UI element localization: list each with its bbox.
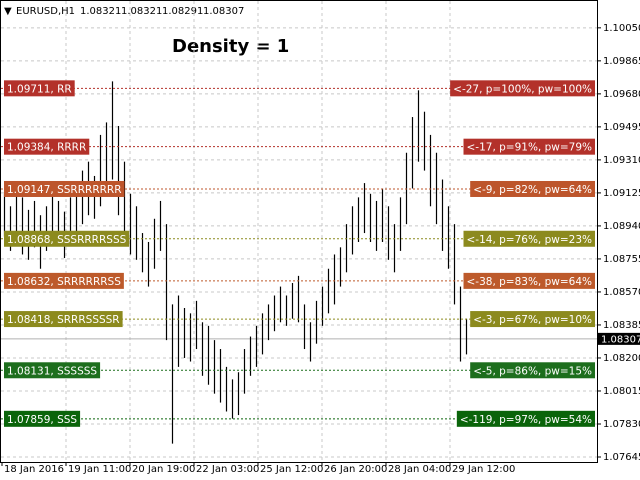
level-left-label: 1.09384, RRRR [7,142,86,154]
level-right-box [456,410,595,427]
y-tick-label: 1.08755 [603,254,640,265]
x-tick-label: 28 Jan 04:00 [388,464,451,475]
plot-border [0,0,598,463]
x-tick-label: 29 Jan 12:00 [452,464,515,475]
level-left-box [4,362,101,379]
level-right-box [470,180,595,197]
level-left-label: 1.08632, SRRRRRRSS [7,276,121,288]
current-price-box [598,332,640,345]
y-tick-label: 1.08200 [603,353,640,364]
y-tick-label: 1.08570 [603,287,640,298]
y-tick-label: 1.08015 [603,386,640,397]
level-right-label: <-38, p=83%, pw=64% [467,276,593,288]
y-tick-label: 1.09495 [603,122,640,133]
quote-high: 1.08321 [121,6,162,17]
x-tick-label: 25 Jan 12:00 [260,464,323,475]
y-tick-label: 1.09310 [603,155,640,166]
y-tick-label: 1.08940 [603,221,640,232]
level-right-box [470,362,595,379]
level-right-label: <-17, p=91%, pw=79% [467,142,593,154]
y-tick-label: 1.07830 [603,419,640,430]
level-left-box [4,230,130,247]
annotation: Density = 1 [172,36,289,57]
y-tick-label: 1.08385 [603,320,640,331]
quote-open: 1.08321 [80,6,121,17]
level-left-box [4,180,125,197]
level-left-box [4,80,75,97]
y-tick-label: 1.10050 [603,23,640,34]
level-left-label: 1.09147, SSRRRRRRR [7,184,122,196]
y-tick-label: 1.09125 [603,188,640,199]
level-left-label: 1.08418, SRRRSSSSR [7,314,120,326]
menu-arrow[interactable]: ▼ [4,6,12,17]
level-right-label: <-5, p=86%, pw=15% [473,365,592,377]
level-left-box [4,311,123,328]
level-right-box [463,230,595,247]
level-right-label: <-14, p=76%, pw=23% [467,234,593,246]
quote-close: 1.08307 [203,6,244,17]
x-tick-label: 20 Jan 19:00 [132,464,195,475]
y-tick-label: 1.07645 [603,452,640,463]
level-left-label: 1.08131, SSSSSS [7,365,97,377]
level-left-box [4,410,81,427]
level-left-label: 1.08868, SSSRRRRSSS [7,234,127,246]
x-tick-label: 26 Jan 20:00 [324,464,387,475]
y-tick-label: 1.09865 [603,56,640,67]
level-right-label: <-27, p=100%, pw=100% [453,83,592,95]
level-right-label: <-119, p=97%, pw=54% [460,414,592,426]
level-left-label: 1.09711, RR [7,83,72,95]
level-right-box [463,272,595,289]
level-right-label: <-3, p=67%, pw=10% [473,314,592,326]
quote-low: 1.08291 [162,6,203,17]
level-left-label: 1.07859, SSS [7,414,77,426]
x-tick-label: 18 Jan 2016 [4,464,64,475]
level-right-box [450,80,595,97]
level-left-box [4,272,124,289]
x-tick-label: 22 Jan 03:00 [196,464,259,475]
symbol: EURUSD,H1 [16,6,75,17]
current-price-label: 1.08307 [601,334,640,345]
level-right-box [470,311,595,328]
level-right-label: <-9, p=82%, pw=64% [473,184,592,196]
y-tick-label: 1.09680 [603,89,640,100]
level-right-box [463,138,595,155]
x-tick-label: 19 Jan 11:00 [68,464,131,475]
level-left-box [4,138,90,155]
